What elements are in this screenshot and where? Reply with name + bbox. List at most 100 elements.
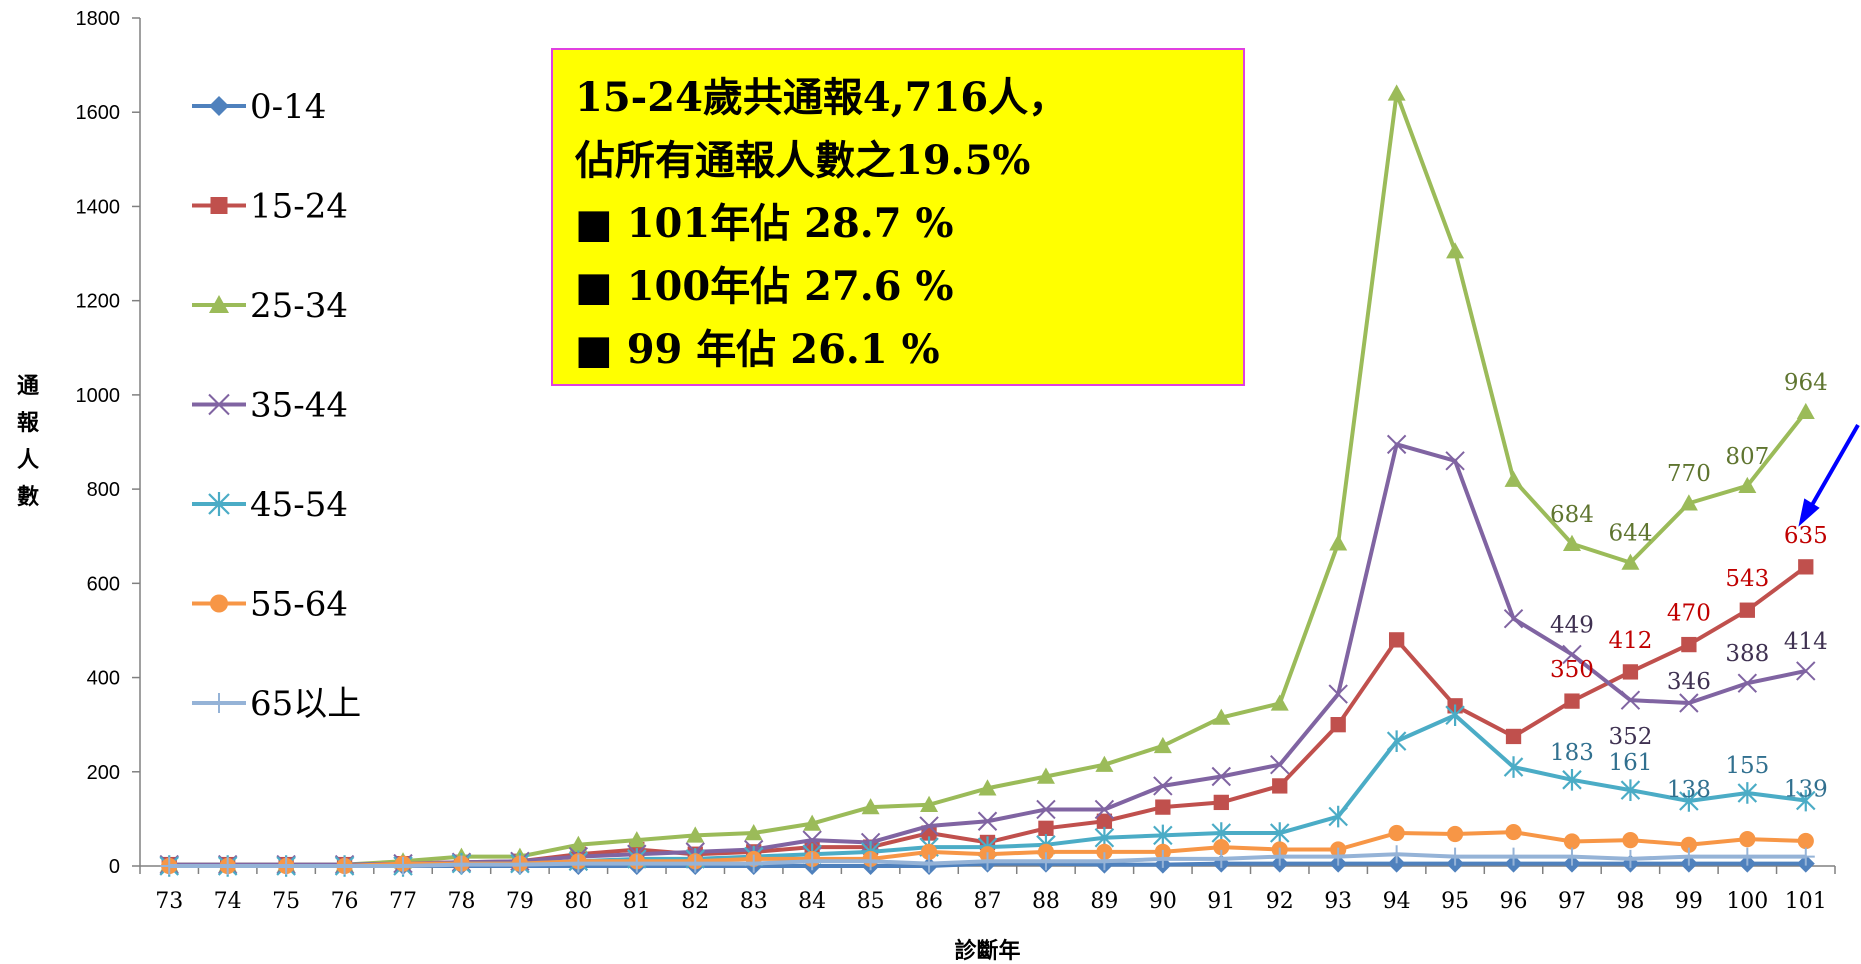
annotation-line: 15-24歲共通報4,716人， <box>575 74 1069 121</box>
y-axis-title-char: 通 <box>17 373 39 399</box>
legend-marker <box>208 393 230 416</box>
data-label: 543 <box>1725 566 1769 592</box>
data-point <box>1505 823 1522 841</box>
data-point <box>1096 843 1113 860</box>
data-point <box>1328 684 1348 704</box>
data-label: 350 <box>1550 657 1594 683</box>
x-tick-label: 80 <box>564 889 592 914</box>
data-point <box>1562 534 1581 551</box>
data-point <box>1621 849 1640 868</box>
data-label: 470 <box>1667 601 1711 627</box>
data-point <box>1505 728 1522 745</box>
data-point <box>1562 644 1582 665</box>
x-tick-label: 81 <box>623 889 651 914</box>
y-tick-label: 0 <box>109 856 120 878</box>
data-point <box>1387 845 1406 864</box>
x-tick-label: 86 <box>915 889 943 914</box>
data-label: 161 <box>1608 750 1652 776</box>
data-point <box>1680 836 1697 853</box>
data-point <box>1036 852 1055 871</box>
data-label: 635 <box>1784 523 1828 549</box>
x-tick-label: 83 <box>740 889 768 914</box>
x-axis-title: 診斷年 <box>954 938 1020 964</box>
legend: 0-14 15-24 25-34 35-44 45-54 55-64 65以上 <box>192 87 361 724</box>
data-point <box>1797 832 1814 850</box>
x-tick-label: 89 <box>1090 889 1118 914</box>
data-point <box>1737 673 1758 693</box>
data-point <box>1681 636 1697 653</box>
data-label: 414 <box>1784 629 1828 655</box>
data-label: 412 <box>1608 628 1652 654</box>
data-point <box>1329 534 1348 551</box>
data-point <box>1212 708 1231 725</box>
legend-marker <box>210 197 228 214</box>
data-point <box>861 798 880 815</box>
data-point <box>1504 847 1523 866</box>
data-point <box>1153 736 1172 754</box>
data-point <box>1330 717 1346 733</box>
data-point <box>1796 402 1815 420</box>
data-point <box>803 814 822 831</box>
x-tick-label: 79 <box>506 889 534 914</box>
x-tick-label: 96 <box>1500 889 1528 914</box>
data-point <box>1796 661 1816 681</box>
data-point <box>1679 790 1699 812</box>
legend-label: 35-44 <box>250 386 348 426</box>
data-point <box>1212 849 1231 868</box>
x-tick-label: 93 <box>1324 889 1352 914</box>
legend-item: 15-24 <box>192 187 348 227</box>
x-tick-label: 84 <box>798 889 826 914</box>
data-point <box>1622 831 1639 849</box>
data-point <box>1620 690 1641 710</box>
legend-marker <box>208 492 230 516</box>
data-point <box>686 854 705 873</box>
data-point <box>1387 854 1406 873</box>
data-point <box>1388 632 1405 648</box>
data-point <box>1270 694 1289 711</box>
data-point <box>1387 84 1406 101</box>
data-point <box>1036 767 1055 784</box>
data-point <box>1564 693 1580 709</box>
data-point <box>1213 839 1230 856</box>
data-point <box>1153 824 1173 847</box>
data-point <box>1798 559 1814 575</box>
annotation-line: ■ 100年佔 27.6 % <box>575 263 954 310</box>
legend-item: 0-14 <box>192 87 326 127</box>
data-label: 964 <box>1784 370 1828 396</box>
data-point <box>1737 782 1758 804</box>
legend-label: 65以上 <box>250 684 361 724</box>
legend-marker <box>210 594 228 613</box>
data-point <box>919 816 939 836</box>
data-point <box>1155 799 1171 815</box>
data-point <box>1796 847 1815 866</box>
data-point <box>1213 794 1229 811</box>
data-point <box>1679 847 1698 866</box>
data-point <box>861 852 880 871</box>
legend-label: 25-34 <box>250 286 348 326</box>
data-point <box>277 857 296 875</box>
data-point <box>1738 847 1757 866</box>
legend-item: 65以上 <box>192 684 361 724</box>
data-label: 770 <box>1667 461 1711 487</box>
data-label: 346 <box>1667 669 1711 695</box>
y-tick-label: 400 <box>87 668 120 690</box>
x-tick-label: 88 <box>1032 889 1060 914</box>
data-point <box>569 854 588 873</box>
data-point <box>1679 693 1699 713</box>
legend-item: 45-54 <box>192 485 348 525</box>
annotation-box: 15-24歲共通報4,716人， 佔所有通報人數之19.5% ■ 101年佔 2… <box>551 48 1245 386</box>
data-point <box>1038 820 1054 836</box>
data-point <box>920 854 939 873</box>
data-label: 138 <box>1667 777 1711 803</box>
data-point <box>1739 602 1755 618</box>
data-point <box>978 852 997 871</box>
data-point <box>1270 755 1290 775</box>
data-label: 684 <box>1550 502 1594 528</box>
x-tick-label: 73 <box>155 889 183 914</box>
data-point <box>1153 776 1173 796</box>
x-tick-label: 91 <box>1207 889 1235 914</box>
data-point <box>1096 813 1113 829</box>
data-point <box>920 795 939 812</box>
data-point <box>1504 470 1523 487</box>
data-point <box>1562 768 1582 791</box>
